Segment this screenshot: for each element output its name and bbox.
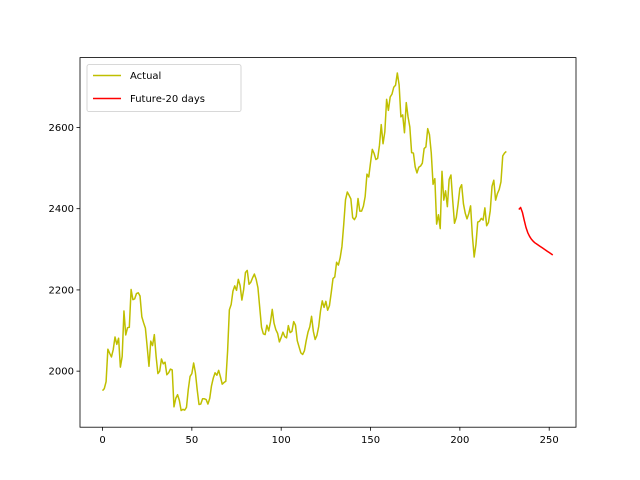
x-tick-label: 100 <box>272 435 291 446</box>
x-axis: 0 50 100 150 200 250 <box>99 427 559 446</box>
x-tick-label: 50 <box>185 435 198 446</box>
axes-frame <box>79 57 577 428</box>
series-line-actual <box>101 72 507 412</box>
x-tick-label: 250 <box>540 435 559 446</box>
series-line-future <box>518 206 554 256</box>
legend-label-future: Future-20 days <box>130 94 205 105</box>
y-axis: 2000 2200 2400 2600 <box>49 123 80 378</box>
legend-box <box>86 64 242 112</box>
x-tick-label: 200 <box>450 435 469 446</box>
y-tick-label: 2600 <box>49 123 74 134</box>
legend: Actual Future-20 days <box>86 64 242 112</box>
y-tick-label: 2200 <box>49 285 74 296</box>
legend-label-actual: Actual <box>130 71 161 82</box>
y-tick-label: 2000 <box>49 367 74 378</box>
y-tick-label: 2400 <box>49 204 74 215</box>
plot-area <box>101 72 554 412</box>
x-tick-label: 0 <box>99 435 105 446</box>
x-tick-label: 150 <box>361 435 380 446</box>
